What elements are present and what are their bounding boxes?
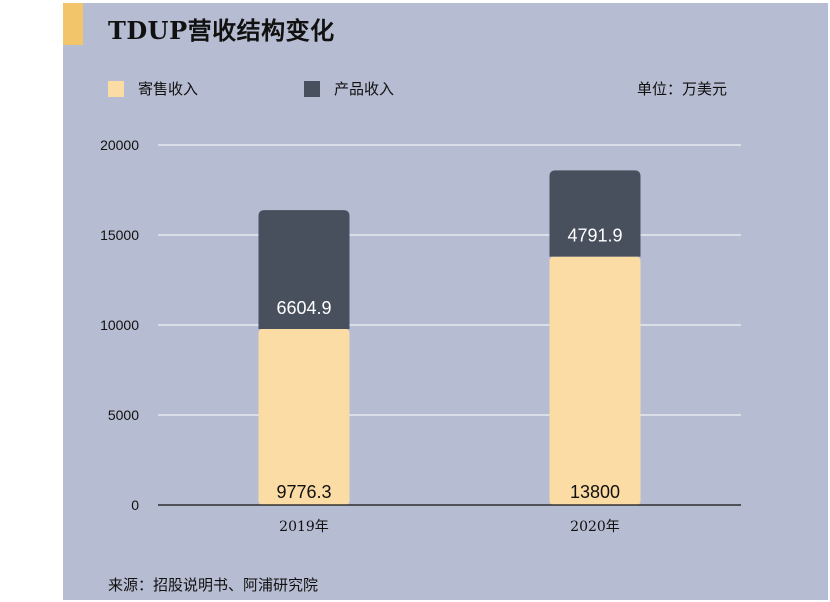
data-label: 4791.9	[567, 226, 622, 246]
x-tick-label: 2019年	[279, 519, 329, 535]
y-tick-label: 10000	[100, 317, 139, 333]
bar-segment-product	[258, 210, 350, 330]
chart-card	[63, 3, 828, 600]
chart-title: TDUP营收结构变化	[108, 16, 335, 45]
bar-segment-consignment	[258, 329, 350, 505]
data-label: 9776.3	[276, 482, 331, 502]
legend-swatch-product	[304, 80, 320, 97]
y-tick-label: 15000	[100, 227, 139, 243]
legend-item-consignment: 寄售收入	[108, 78, 198, 99]
source-note: 来源：招股说明书、阿浦研究院	[108, 576, 319, 594]
legend-label-product: 产品收入	[334, 80, 395, 98]
data-label: 6604.9	[276, 298, 331, 318]
y-tick-label: 20000	[100, 137, 139, 153]
title-accent-bar	[63, 3, 83, 45]
bar-segment-consignment	[549, 256, 641, 505]
legend-label-consignment: 寄售收入	[138, 80, 199, 98]
x-tick-label: 2020年	[570, 519, 620, 535]
legend-item-product: 产品收入	[304, 78, 394, 99]
legend-swatch-consignment	[108, 80, 124, 97]
y-tick-label: 0	[131, 497, 139, 513]
y-tick-label: 5000	[108, 407, 139, 423]
data-label: 13800	[570, 482, 620, 502]
bar-segment-product	[549, 170, 641, 257]
unit-label: 单位：万美元	[637, 80, 728, 98]
